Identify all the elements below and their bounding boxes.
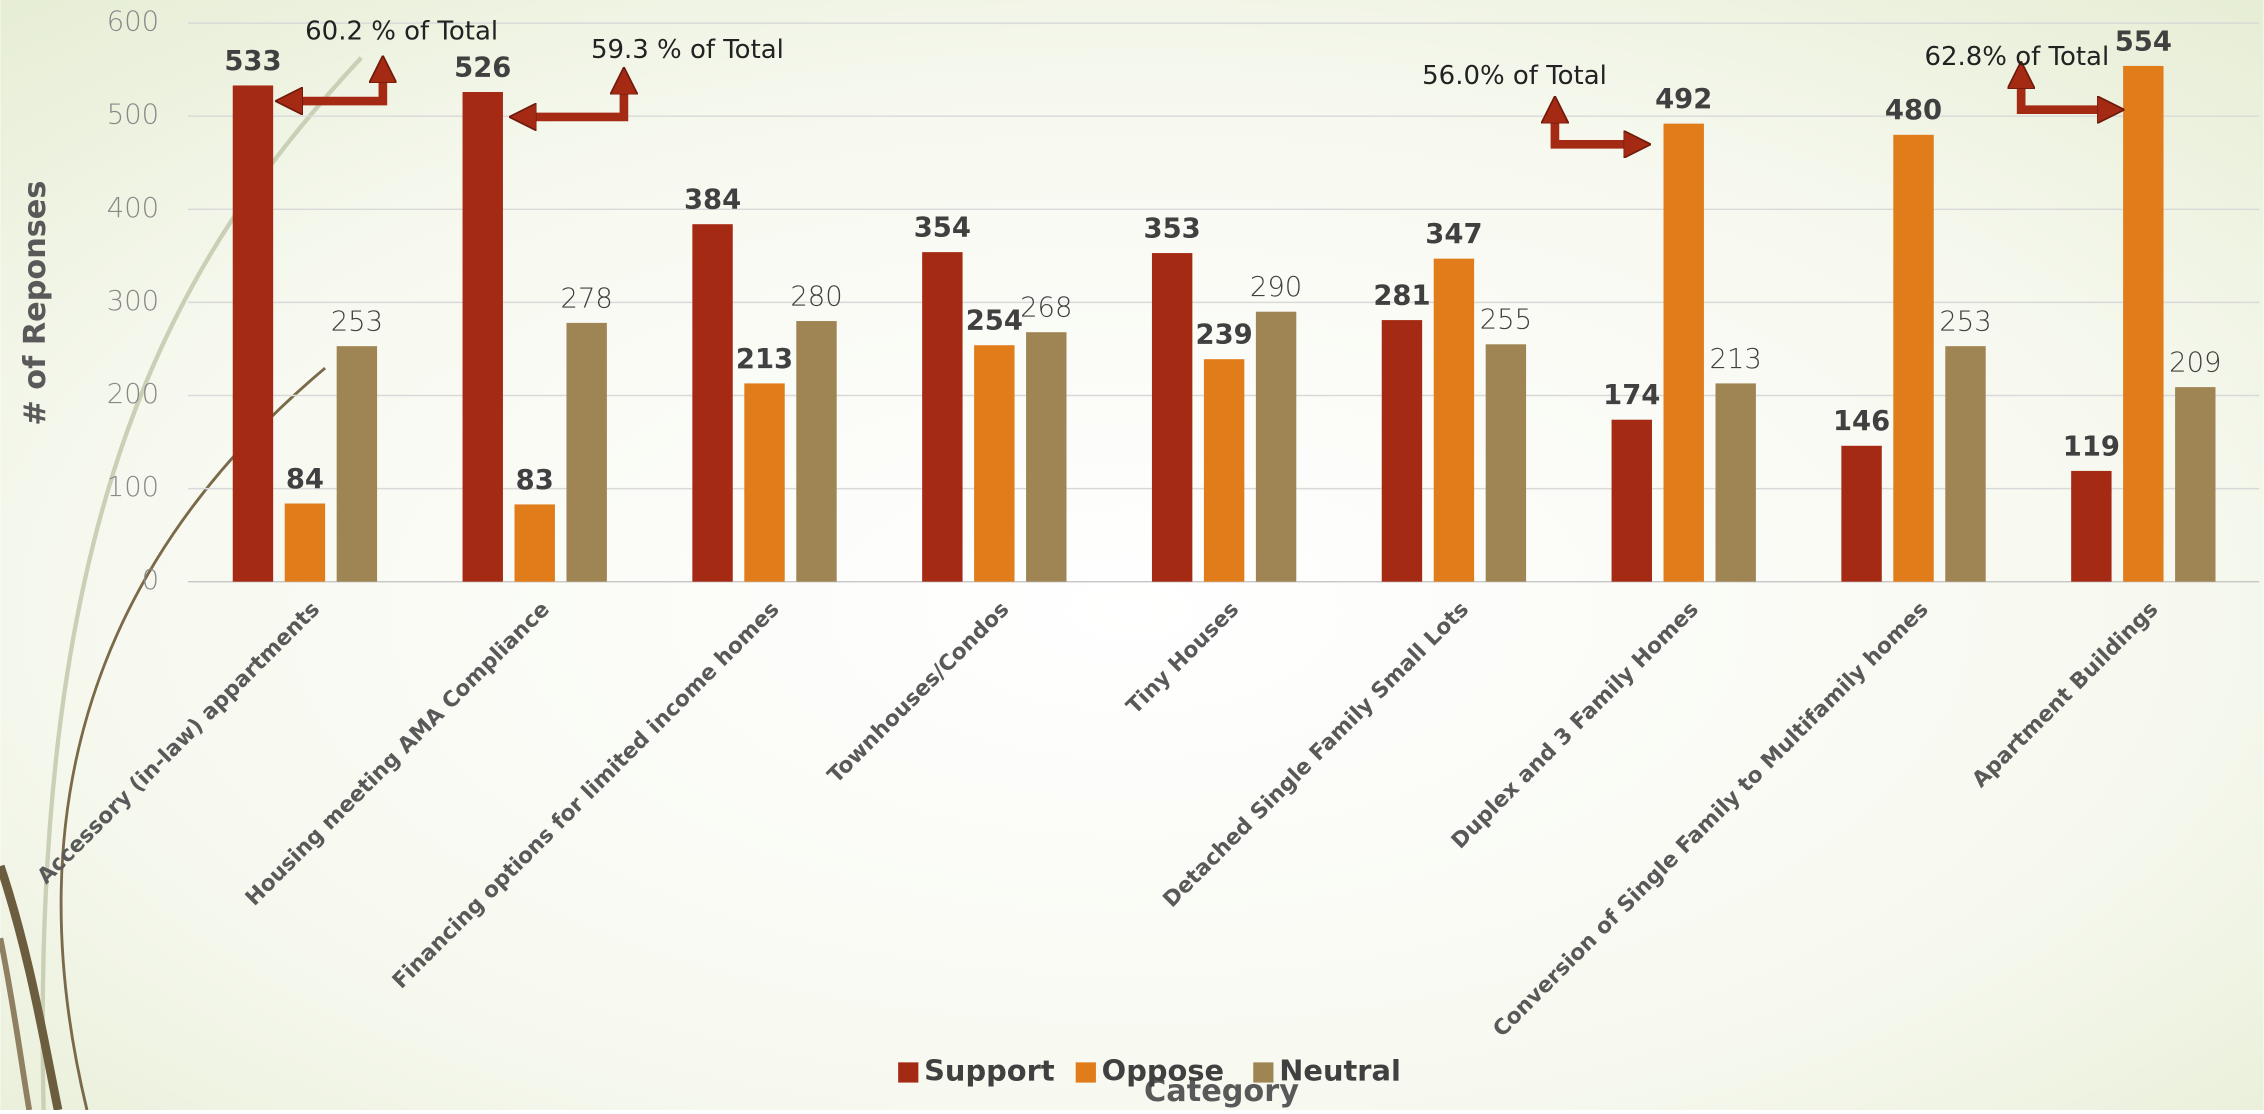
legend-label: Oppose <box>1102 1053 1224 1087</box>
annotation: 62.8% of Total <box>1924 42 2109 72</box>
value-label: 253 <box>331 307 383 338</box>
value-label: 353 <box>1144 213 1201 244</box>
bar <box>1841 445 1882 582</box>
value-label: 281 <box>1373 280 1430 311</box>
value-label: 384 <box>684 185 741 216</box>
bar <box>232 85 274 582</box>
bar <box>1945 346 1986 582</box>
legend-label: Support <box>924 1053 1055 1087</box>
value-label: 253 <box>1939 307 1991 338</box>
annotation-arrow <box>2021 75 2110 110</box>
value-label: 354 <box>914 213 971 244</box>
bar <box>922 252 963 582</box>
bar <box>1663 123 1704 582</box>
bar <box>1715 383 1756 582</box>
value-label: 83 <box>516 465 554 496</box>
annotation: 59.3 % of Total <box>591 35 784 65</box>
bar <box>336 346 378 582</box>
annotation: 56.0% of Total <box>1422 61 1607 91</box>
annotation-arrow <box>1555 110 1637 145</box>
value-label: 209 <box>2169 348 2221 379</box>
bar <box>1026 332 1067 582</box>
bar <box>744 383 785 582</box>
value-label: 239 <box>1196 320 1253 351</box>
bar <box>1381 320 1423 582</box>
bar <box>974 345 1015 582</box>
value-label: 554 <box>2115 26 2172 57</box>
bar <box>462 91 503 582</box>
bar <box>1203 359 1245 582</box>
value-label: 290 <box>1250 272 1302 303</box>
bar <box>1433 258 1475 582</box>
bar <box>566 322 607 582</box>
y-tick-label: 100 <box>107 472 159 503</box>
legend-swatch <box>1075 1062 1096 1083</box>
value-label: 174 <box>1603 380 1660 411</box>
value-label: 119 <box>2063 431 2120 462</box>
annotation-arrow <box>289 69 383 101</box>
value-label: 280 <box>790 281 842 312</box>
bar <box>1485 344 1527 582</box>
value-label: 268 <box>1020 293 1072 324</box>
annotation: 60.2 % of Total <box>305 16 498 46</box>
bar <box>692 224 733 582</box>
value-label: 278 <box>561 283 613 314</box>
legend-label: Neutral <box>1279 1053 1401 1087</box>
value-label: 492 <box>1655 84 1712 115</box>
legend-swatch <box>898 1062 919 1083</box>
bar <box>2123 65 2164 582</box>
bar <box>1151 253 1193 582</box>
bar <box>284 503 326 582</box>
y-tick-label: 200 <box>107 379 159 410</box>
value-label: 526 <box>454 52 511 83</box>
y-tick-label: 300 <box>107 286 159 317</box>
bar <box>796 321 837 582</box>
value-label: 146 <box>1833 406 1890 437</box>
legend-swatch <box>1253 1062 1274 1083</box>
value-label: 213 <box>1710 344 1762 375</box>
bar <box>1255 311 1297 582</box>
value-label: 255 <box>1480 305 1532 336</box>
y-tick-label: 500 <box>107 100 159 131</box>
y-tick-label: 400 <box>107 193 159 224</box>
value-label: 533 <box>224 46 281 77</box>
bar <box>514 504 555 582</box>
bar <box>1893 134 1934 582</box>
bar <box>2071 470 2112 582</box>
y-tick-label: 0 <box>142 565 159 596</box>
annotation-arrow <box>523 81 624 117</box>
value-label: 84 <box>286 464 324 495</box>
value-label: 254 <box>966 306 1023 337</box>
y-tick-label: 600 <box>107 7 159 38</box>
bar <box>2175 387 2216 582</box>
value-label: 347 <box>1425 219 1482 250</box>
value-label: 480 <box>1885 95 1942 126</box>
bar <box>1611 419 1652 582</box>
value-label: 213 <box>736 344 793 375</box>
y-axis-title: # of Reponses <box>18 181 53 426</box>
